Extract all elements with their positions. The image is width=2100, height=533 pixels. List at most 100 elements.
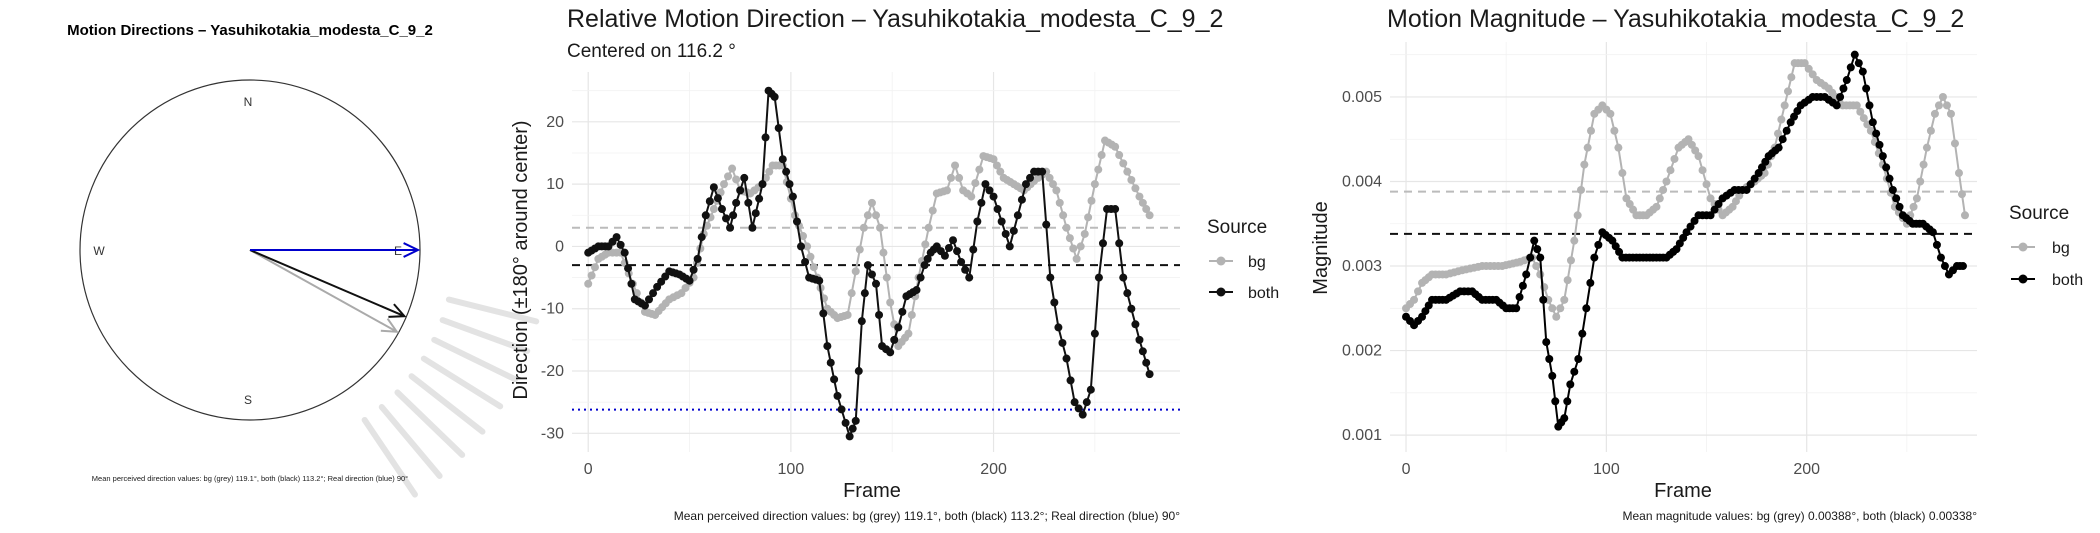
point-bg [1784,87,1793,96]
point-both [965,273,974,282]
point-bg [1808,70,1817,79]
point-both [1858,67,1867,76]
point-both [969,245,978,254]
compass-trail-spokes [361,296,540,498]
point-bg [1852,101,1861,110]
compass-panel: Motion Directions – Yasuhikotakia_modest… [67,22,540,498]
point-bg [1052,186,1061,195]
x-tick-label: 0 [584,461,593,478]
point-both [1145,370,1154,379]
point-bg [882,273,891,282]
point-bg [1062,223,1071,232]
point-both [973,217,982,226]
point-bg [803,242,812,251]
point-both [1515,293,1524,302]
point-both [1936,253,1945,262]
point-both [854,367,863,376]
y-tick-label: -20 [541,363,564,380]
magnitude-caption: Mean magnitude values: bg (grey) 0.00388… [1623,509,1978,523]
magnitude-legend-dot-both [2018,274,2028,284]
point-bg [1115,151,1124,160]
point-bg [907,310,916,319]
point-both [940,251,949,260]
point-both [1070,398,1079,407]
point-bg [876,223,885,232]
point-bg [1702,180,1711,189]
direction-legend-dot-bg [1216,256,1226,266]
point-bg [1804,64,1813,73]
point-both [845,432,854,441]
point-both [1536,253,1545,262]
point-both [1533,245,1542,254]
point-both [997,217,1006,226]
point-bg [1618,169,1627,178]
point-bg [921,240,930,249]
point-both [689,265,698,274]
direction-subtitle: Centered on 116.2 ° [567,41,736,62]
point-bg [1145,211,1154,220]
compass-spoke [378,404,443,479]
point-bg [872,211,880,220]
point-both [833,391,842,400]
point-both [1135,335,1144,344]
x-tick-label: 100 [1593,461,1620,478]
point-both [1782,126,1791,135]
point-bg [799,232,808,241]
point-both [1539,295,1548,304]
point-bg [1552,312,1561,321]
point-both [792,217,801,226]
point-bg [1659,185,1668,194]
compass-spoke [361,416,418,498]
point-bg [1780,101,1789,110]
point-both [758,180,767,189]
point-both [1119,273,1128,282]
point-both [815,276,824,285]
point-bg [992,161,1001,170]
point-bg [1576,185,1585,194]
point-both [830,375,839,384]
point-both [1872,129,1881,138]
point-both [1928,228,1937,237]
point-bg [1706,194,1715,203]
point-bg [843,310,852,319]
point-both [620,248,629,257]
point-bg [1536,270,1545,279]
compass-arrow-both [249,249,405,318]
point-both [1563,397,1572,406]
magnitude-reference-lines [1390,190,1977,235]
point-bg [1909,202,1918,211]
point-bg [1919,160,1928,169]
point-bg [1957,190,1966,199]
direction-gridlines [572,72,1180,452]
point-bg [587,271,596,280]
point-bg [967,192,976,201]
series-line-bg [1405,62,1966,320]
point-bg [1532,262,1541,271]
direction-reference-lines [572,226,1180,411]
point-both [875,310,884,319]
point-both [981,180,990,189]
point-bg [879,248,888,257]
x-tick-label: 200 [980,461,1007,478]
point-bg [1563,276,1572,285]
point-bg [975,165,984,174]
magnitude-legend: Source bg both [2009,203,2083,289]
point-bg [1954,169,1963,178]
compass-arrowhead-bg [380,318,399,333]
series-line-bg [587,138,1151,349]
point-both [782,167,791,176]
point-both [912,286,921,295]
compass-spoke [408,373,486,435]
point-bg [1131,184,1140,193]
point-both [977,198,986,207]
point-both [1078,410,1087,419]
point-both [1127,304,1136,313]
point-bg [1580,160,1589,169]
y-tick-label: 0.004 [1342,173,1382,190]
point-bg [928,206,937,215]
point-both [1021,180,1030,189]
magnitude-panel: Motion Magnitude – Yasuhikotakia_modesta… [1310,5,2083,523]
point-both [1862,84,1871,93]
x-tick-label: 100 [778,461,805,478]
point-both [898,307,907,316]
